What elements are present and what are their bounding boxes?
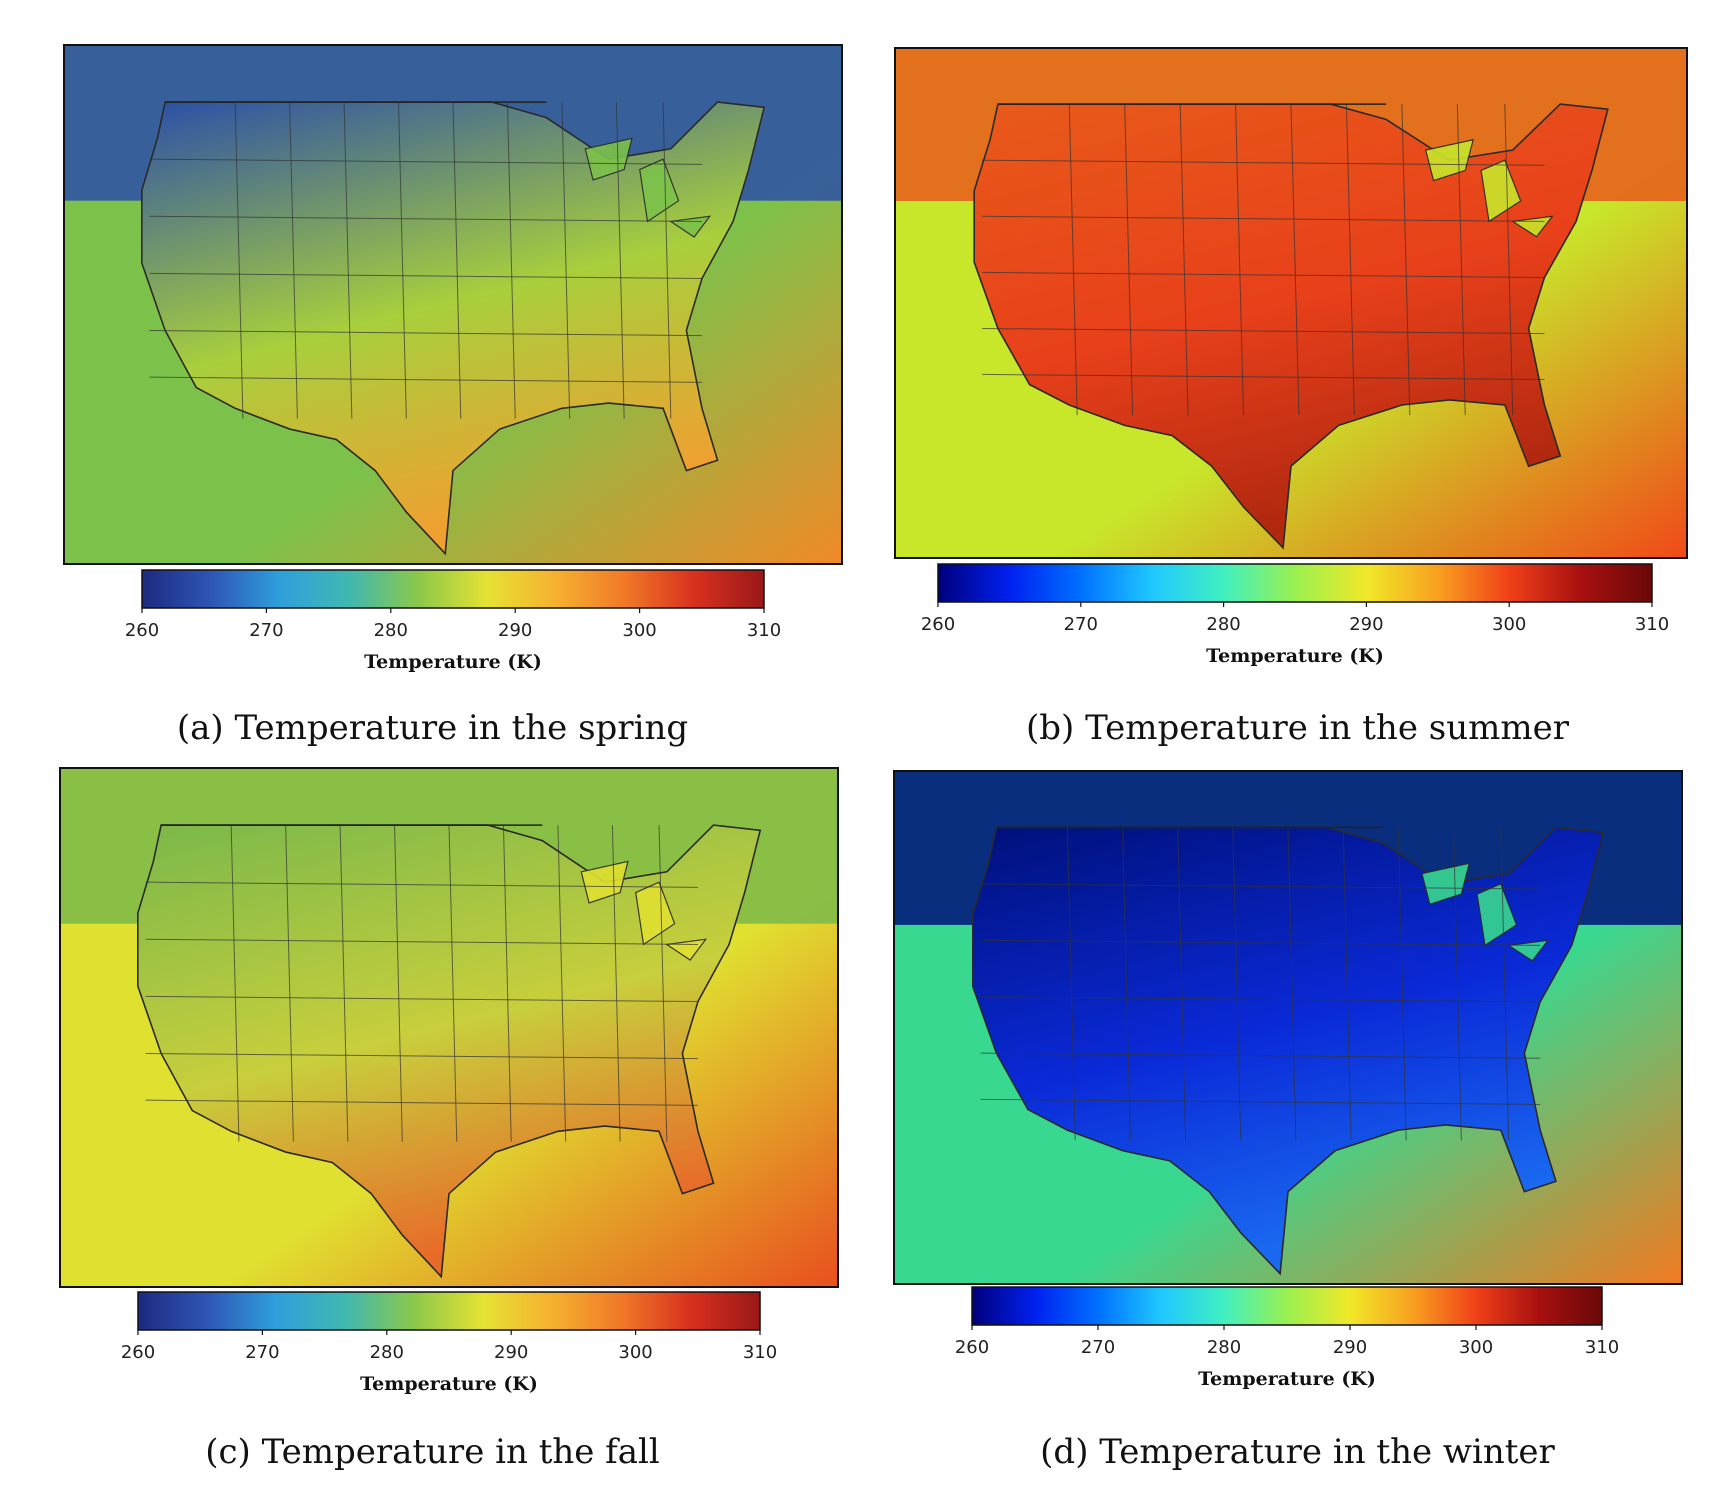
panel-summer: 260 270 280 290 300 310 Temperature (K): [865, 0, 1730, 754]
colorbar: [937, 563, 1653, 603]
colorbar-tick-label: 300: [1492, 614, 1526, 635]
great-lake: [639, 158, 680, 223]
panel-fall: 260 270 280 290 300 310 Temperature (K): [0, 754, 865, 1508]
great-lake: [584, 137, 633, 181]
map-panel-svg: 260 270 280 290 300 310 Temperature (K): [893, 770, 1683, 1390]
colorbar: [137, 1291, 761, 1331]
great-lake: [1424, 139, 1474, 182]
colorbar-tick-label: 270: [1064, 614, 1098, 635]
map-frame: [894, 47, 1688, 559]
temperature-map: [894, 771, 1682, 1284]
map-frame: [893, 770, 1683, 1285]
colorbar-tick-label: 260: [125, 620, 159, 641]
colorbar-title: Temperature (K): [364, 651, 542, 673]
caption-fall: (c) Temperature in the fall: [205, 1432, 660, 1472]
colorbar-tick-label: 290: [498, 620, 532, 641]
us-landmass: [973, 103, 1609, 550]
colorbar-title: Temperature (K): [360, 1373, 538, 1395]
colorbar-tick-label: 310: [1635, 614, 1669, 635]
colorbar-tick-label: 270: [245, 1342, 279, 1363]
colorbar-title: Temperature (K): [1206, 645, 1384, 667]
panel-winter: 260 270 280 290 300 310 Temperature (K): [865, 754, 1730, 1508]
us-landmass: [141, 101, 766, 556]
colorbar-tick-label: 260: [955, 1337, 989, 1358]
map-frame: [63, 44, 843, 565]
map-panel-svg: 260 270 280 290 300 310 Temperature (K): [59, 767, 839, 1395]
colorbar-tick-label: 290: [494, 1342, 528, 1363]
colorbar-tick-label: 290: [1333, 1337, 1367, 1358]
us-landmass: [137, 824, 762, 1279]
map-panel-svg: 260 270 280 290 300 310 Temperature (K): [63, 44, 843, 673]
colorbar: [971, 1286, 1603, 1326]
great-lake: [635, 881, 676, 946]
colorbar-tick-label: 300: [618, 1342, 652, 1363]
colorbar-tick-label: 310: [1585, 1337, 1619, 1358]
colorbar-tick-label: 310: [743, 1342, 777, 1363]
colorbar-title: Temperature (K): [1198, 1368, 1376, 1390]
colorbar-tick-label: 290: [1349, 614, 1383, 635]
colorbar-tick-label: 300: [1459, 1337, 1493, 1358]
us-landmass: [972, 826, 1605, 1276]
colorbar-tick-label: 310: [747, 620, 781, 641]
temperature-map: [60, 768, 838, 1287]
great-lake: [1480, 159, 1522, 223]
great-lake: [1421, 862, 1471, 906]
colorbar-tick-label: 280: [1207, 1337, 1241, 1358]
great-lake: [580, 860, 629, 904]
colorbar-tick-label: 260: [921, 614, 955, 635]
colorbar-tick-label: 280: [370, 1342, 404, 1363]
colorbar-tick-label: 270: [249, 620, 283, 641]
caption-spring: (a) Temperature in the spring: [176, 708, 689, 748]
colorbar-tick-label: 260: [121, 1342, 155, 1363]
caption-summer: (b) Temperature in the summer: [1026, 708, 1569, 748]
colorbar-tick-label: 280: [1206, 614, 1240, 635]
great-lake: [1476, 883, 1518, 947]
caption-winter: (d) Temperature in the winter: [1040, 1432, 1555, 1472]
map-frame: [59, 767, 839, 1288]
temperature-map: [64, 45, 842, 564]
map-panel-svg: 260 270 280 290 300 310 Temperature (K): [894, 47, 1688, 667]
temperature-map: [895, 48, 1687, 558]
colorbar-tick-label: 280: [374, 620, 408, 641]
colorbar: [141, 569, 765, 609]
colorbar-tick-label: 270: [1081, 1337, 1115, 1358]
colorbar-tick-label: 300: [622, 620, 656, 641]
panel-spring: 260 270 280 290 300 310 Temperature (K): [0, 0, 865, 754]
